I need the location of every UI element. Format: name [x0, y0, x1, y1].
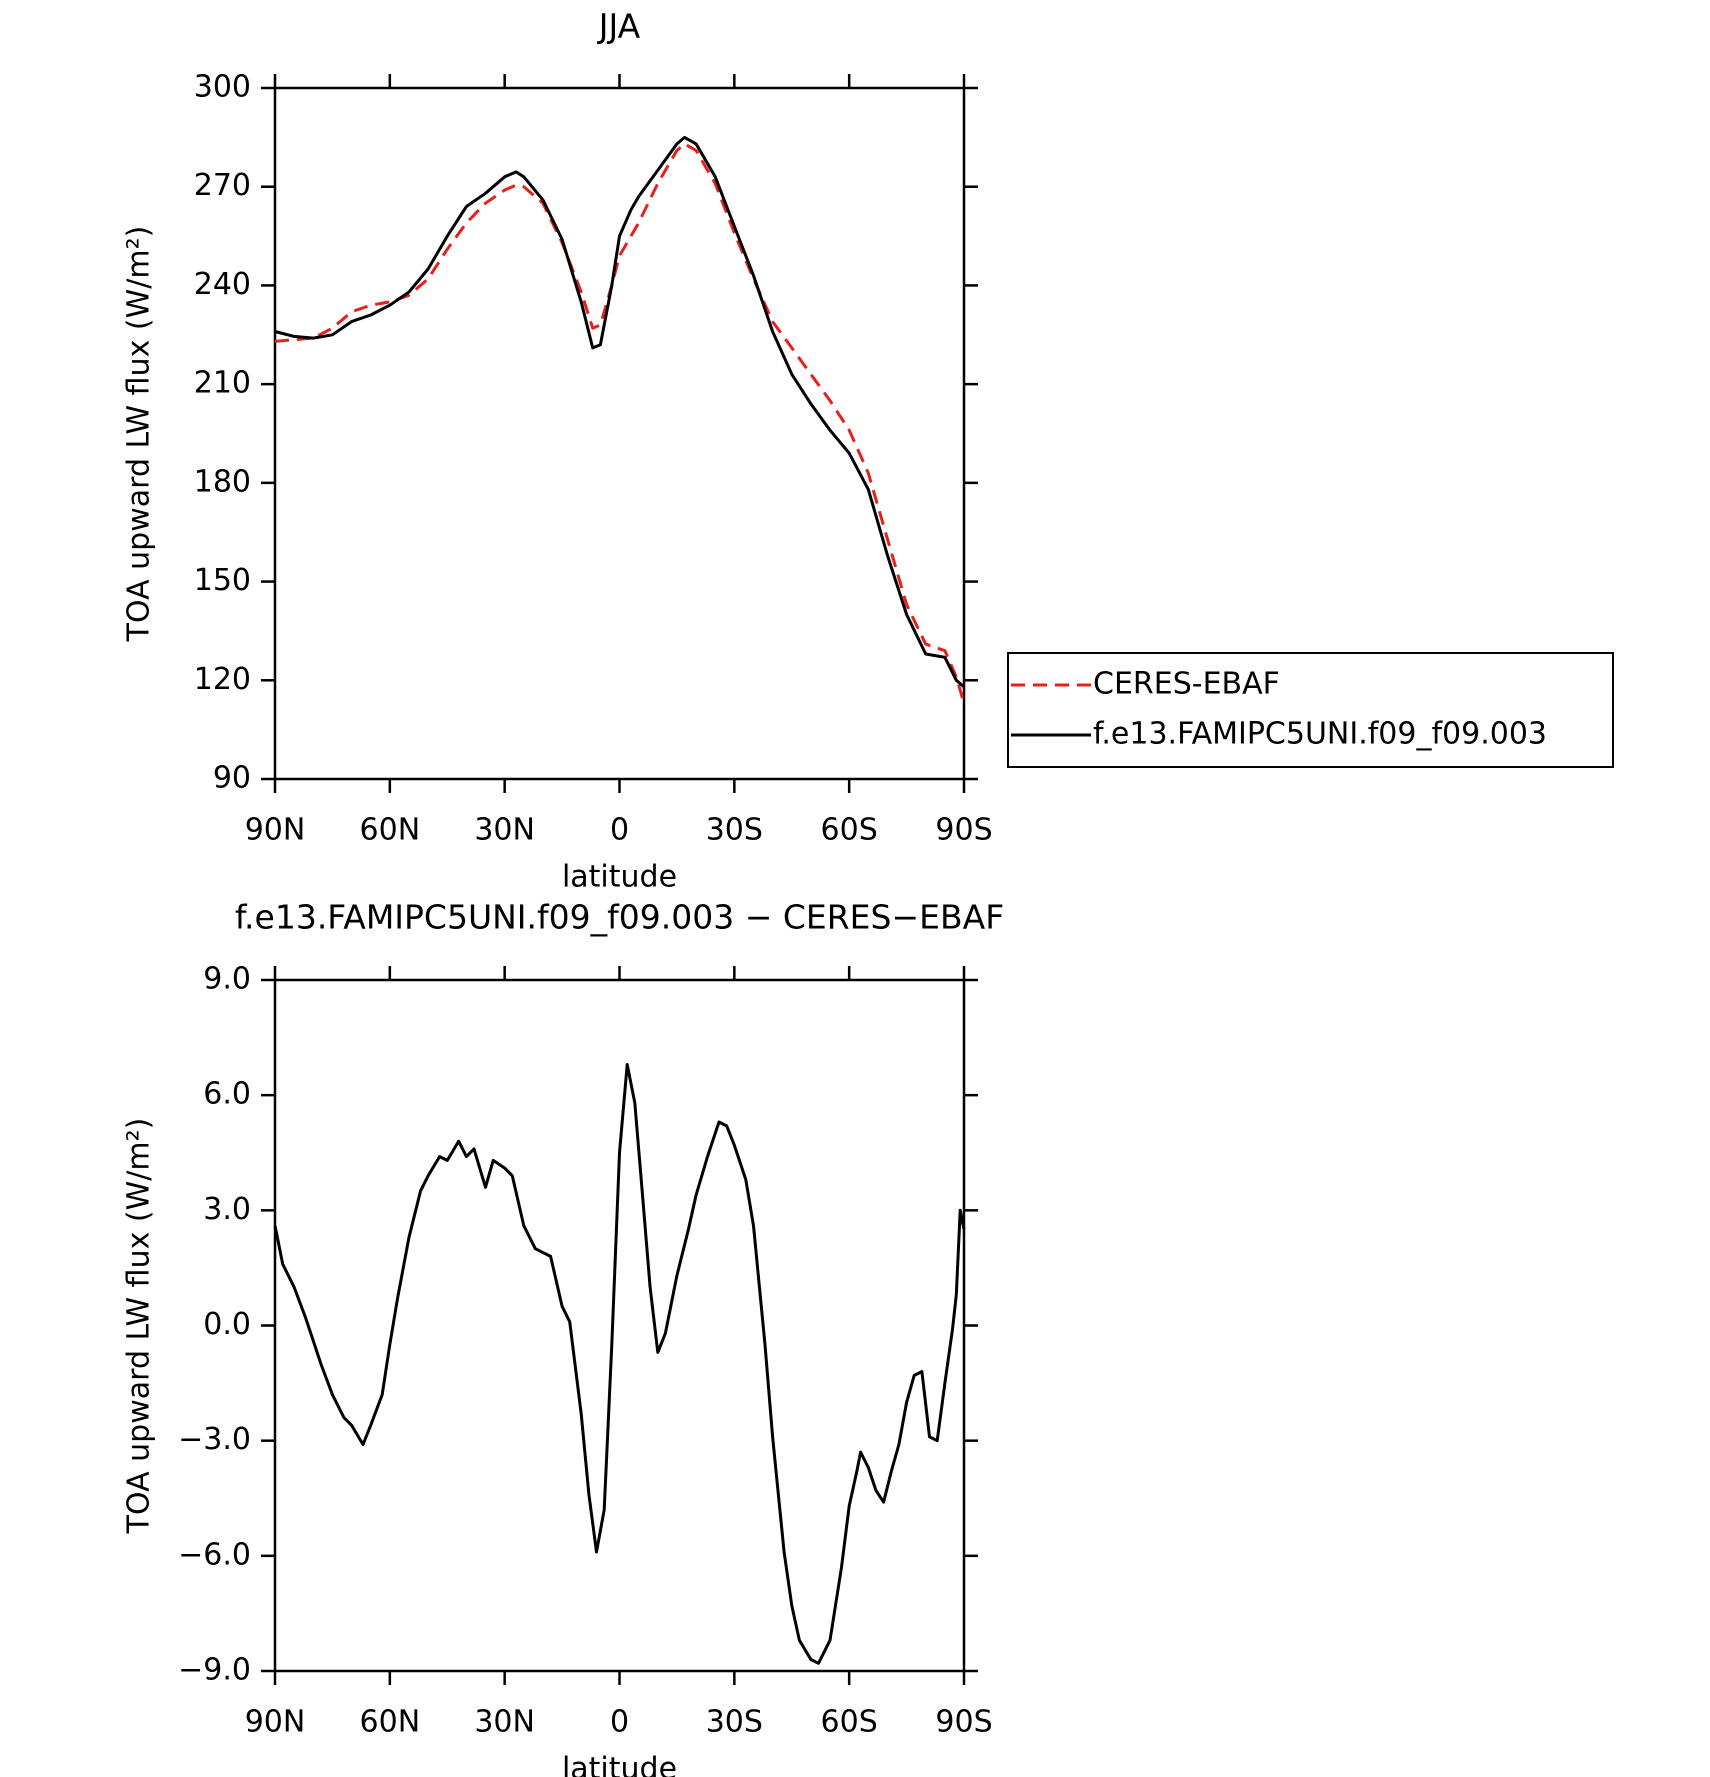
- y-tick-label: −3.0: [178, 1422, 251, 1457]
- x-tick-label: 30N: [474, 1705, 535, 1740]
- y-tick-label: 150: [194, 563, 251, 598]
- series-line: [274, 142, 966, 704]
- y-tick-label: 210: [194, 366, 251, 401]
- plot-frame: [273, 86, 966, 781]
- y-tick-label: 6.0: [203, 1077, 251, 1112]
- legend-label: f.e13.FAMIPC5UNI.f09_f09.003: [1093, 717, 1547, 752]
- x-tick-label: 30S: [706, 1705, 763, 1740]
- x-axis-label: latitude: [562, 1752, 677, 1777]
- plot-frame: [273, 978, 966, 1673]
- y-tick-label: 0.0: [203, 1307, 251, 1342]
- x-tick-label: 90N: [245, 1705, 306, 1740]
- y-tick-label: 180: [194, 464, 251, 499]
- y-tick-label: 9.0: [203, 962, 251, 997]
- x-tick-label: 90S: [935, 1705, 992, 1740]
- y-axis-label: TOA upward LW flux (W/m²): [122, 1118, 157, 1535]
- y-tick-label: 120: [194, 662, 251, 697]
- legend-label: CERES-EBAF: [1093, 667, 1280, 702]
- x-tick-label: 0: [610, 813, 629, 848]
- x-tick-label: 60N: [360, 1705, 421, 1740]
- x-tick-label: 60S: [821, 813, 878, 848]
- x-tick-label: 0: [610, 1705, 629, 1740]
- y-tick-label: 270: [194, 168, 251, 203]
- x-tick-label: 30N: [474, 813, 535, 848]
- x-tick-label: 60N: [360, 813, 421, 848]
- x-tick-label: 90S: [935, 813, 992, 848]
- x-axis-label: latitude: [562, 860, 677, 895]
- y-tick-label: 300: [194, 70, 251, 105]
- y-axis-label: TOA upward LW flux (W/m²): [122, 226, 157, 643]
- y-tick-label: −9.0: [178, 1653, 251, 1688]
- x-tick-label: 90N: [245, 813, 306, 848]
- x-tick-label: 60S: [821, 1705, 878, 1740]
- legend-box: [1007, 652, 1614, 768]
- y-tick-label: 240: [194, 267, 251, 302]
- y-tick-label: −6.0: [178, 1537, 251, 1572]
- chart-title: f.e13.FAMIPC5UNI.f09_f09.003 − CERES−EBA…: [235, 898, 1004, 937]
- y-tick-label: 3.0: [203, 1192, 251, 1227]
- x-tick-label: 30S: [706, 813, 763, 848]
- y-tick-label: 90: [213, 761, 251, 796]
- series-line: [273, 1063, 966, 1665]
- series-line: [274, 135, 965, 689]
- chart-title: JJA: [597, 7, 641, 46]
